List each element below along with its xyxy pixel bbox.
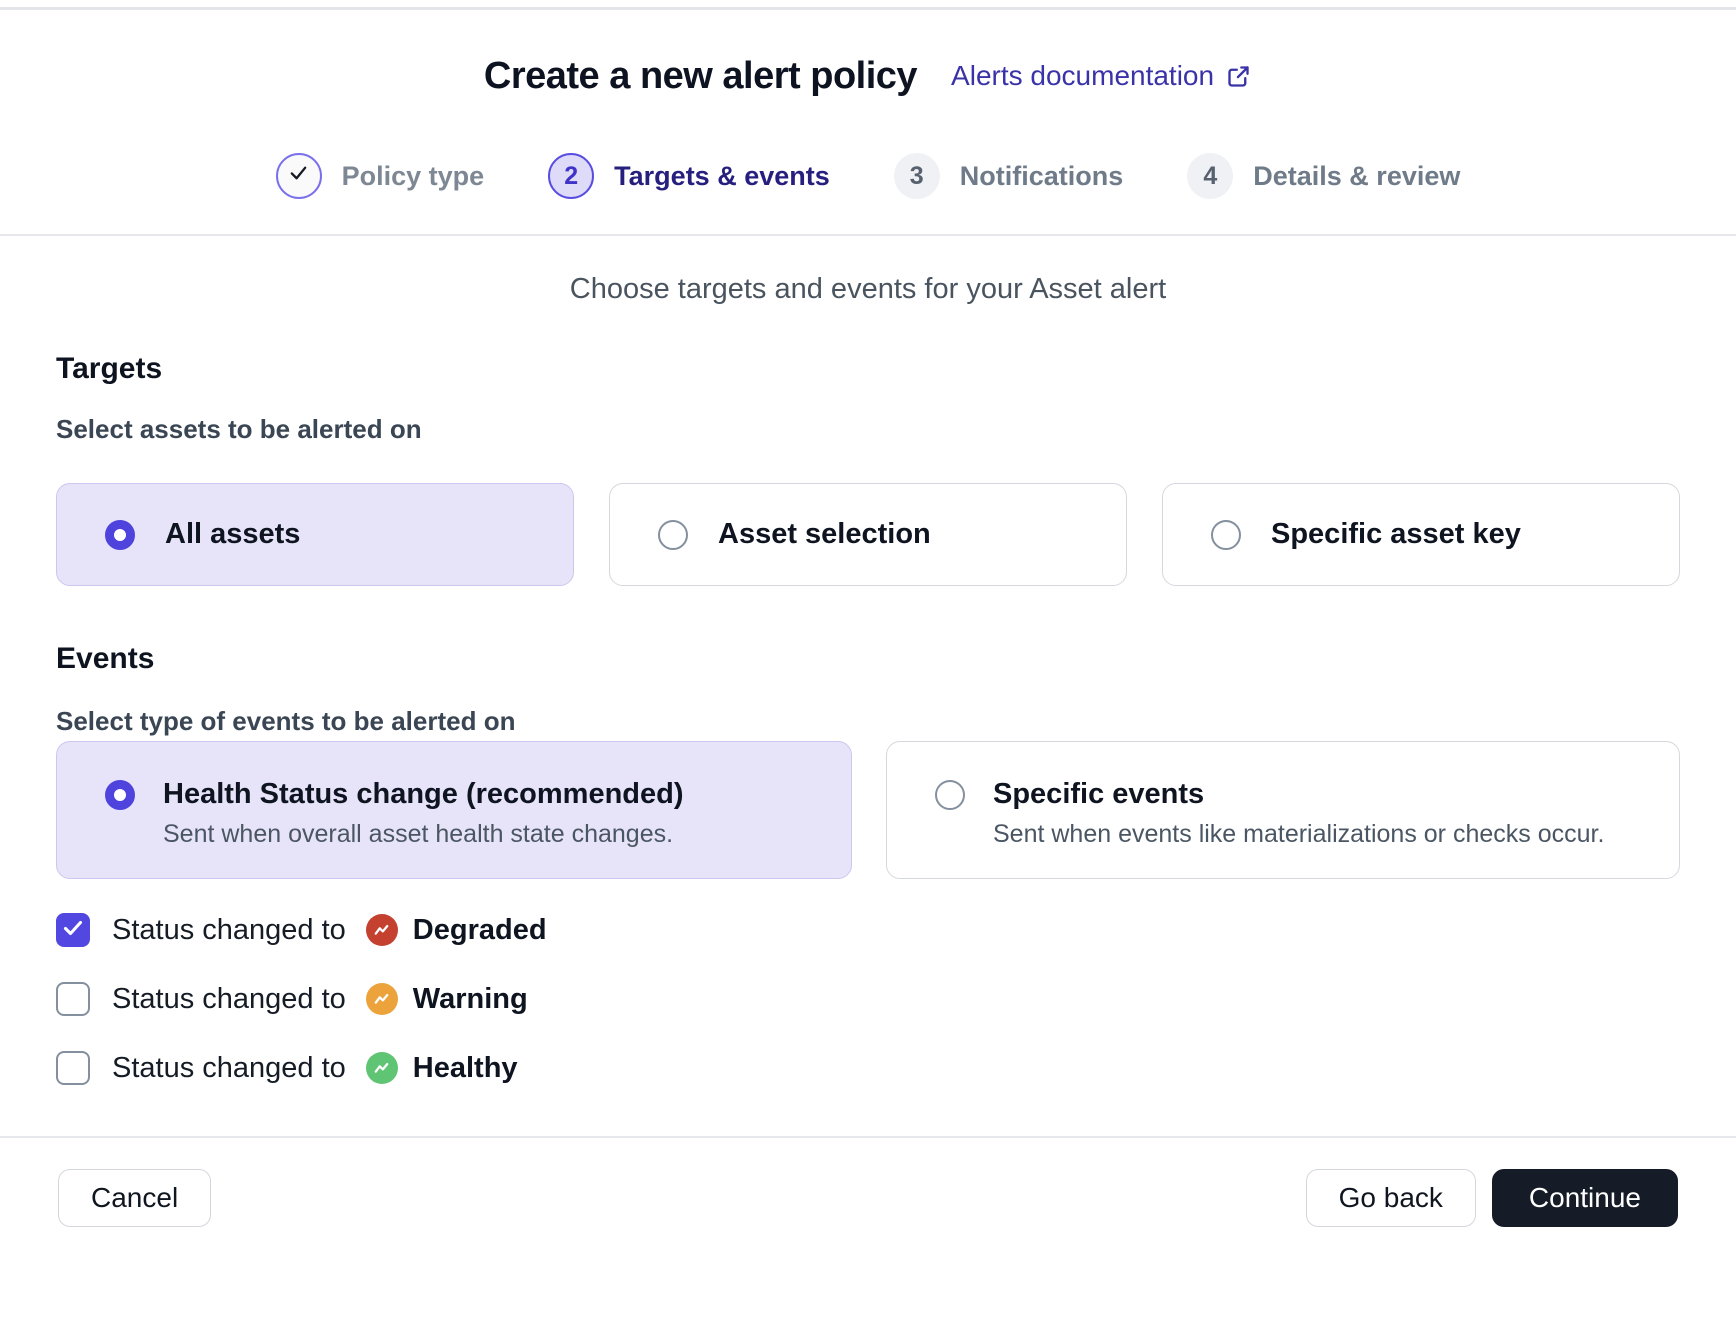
target-option-specific-asset-key[interactable]: Specific asset key bbox=[1162, 483, 1680, 586]
status-checkbox-row-warning: Status changed to Warning bbox=[56, 979, 1680, 1019]
status-checkbox-row-degraded: Status changed to Degraded bbox=[56, 910, 1680, 950]
status-label-healthy: Healthy bbox=[412, 1051, 518, 1084]
step-label-targets-events: Targets & events bbox=[614, 160, 830, 191]
events-section-heading: Events bbox=[56, 642, 155, 675]
footer-right-buttons: Go back Continue bbox=[1305, 1169, 1678, 1227]
step-complete-indicator bbox=[275, 153, 322, 199]
status-checkbox-row-healthy: Status changed to Healthy bbox=[56, 1048, 1680, 1088]
target-options-row: All assets Asset selection Specific asse… bbox=[56, 483, 1680, 586]
status-degraded-icon bbox=[365, 914, 398, 946]
status-label-warning: Warning bbox=[412, 982, 528, 1015]
step-label-policy-type: Policy type bbox=[341, 160, 485, 191]
step-subtitle: Choose targets and events for your Asset… bbox=[569, 273, 1167, 305]
page-title: Create a new alert policy bbox=[483, 54, 918, 97]
step-number-4: 4 bbox=[1187, 153, 1234, 199]
footer-divider bbox=[0, 1136, 1736, 1138]
status-healthy-icon bbox=[365, 1052, 398, 1084]
event-option-title: Health Status change (recommended) bbox=[163, 778, 684, 810]
step-number-2: 2 bbox=[548, 153, 595, 199]
event-option-text: Specific events Sent when events like ma… bbox=[993, 778, 1604, 849]
status-changed-text: Status changed to bbox=[112, 982, 346, 1015]
radio-unselected-icon[interactable] bbox=[935, 780, 965, 810]
events-select-label: Select type of events to be alerted on bbox=[56, 705, 516, 736]
status-changed-text: Status changed to bbox=[112, 1051, 346, 1084]
target-option-label: Specific asset key bbox=[1271, 518, 1521, 550]
event-option-specific-events[interactable]: Specific events Sent when events like ma… bbox=[886, 741, 1680, 879]
alerts-documentation-link[interactable]: Alerts documentation bbox=[951, 60, 1252, 92]
checkmark-icon bbox=[61, 916, 85, 945]
targets-section-heading: Targets bbox=[56, 352, 163, 385]
targets-select-label: Select assets to be alerted on bbox=[56, 413, 422, 444]
event-option-text: Health Status change (recommended) Sent … bbox=[163, 778, 684, 849]
radio-unselected-icon[interactable] bbox=[658, 519, 688, 550]
status-warning-icon bbox=[365, 983, 398, 1015]
dialog-top-border bbox=[0, 0, 1736, 10]
step-item-targets-events[interactable]: 2 Targets & events bbox=[548, 153, 830, 199]
external-link-icon bbox=[1225, 63, 1252, 90]
radio-unselected-icon[interactable] bbox=[1211, 519, 1241, 550]
go-back-button[interactable]: Go back bbox=[1305, 1169, 1476, 1227]
wizard-stepper: Policy type 2 Targets & events 3 Notific… bbox=[0, 153, 1736, 199]
step-item-policy-type[interactable]: Policy type bbox=[275, 153, 485, 199]
cancel-button[interactable]: Cancel bbox=[58, 1169, 212, 1227]
step-label-details-review: Details & review bbox=[1253, 160, 1461, 191]
wizard-content: Targets Select assets to be alerted on A… bbox=[0, 352, 1736, 1088]
event-option-title: Specific events bbox=[993, 778, 1205, 810]
target-option-all-assets[interactable]: All assets bbox=[56, 483, 574, 586]
alerts-documentation-link-label: Alerts documentation bbox=[951, 60, 1215, 91]
step-number-3: 3 bbox=[893, 153, 940, 199]
wizard-footer: Cancel Go back Continue bbox=[0, 1169, 1736, 1227]
status-changed-text: Status changed to bbox=[112, 913, 346, 946]
dialog-header: Create a new alert policy Alerts documen… bbox=[0, 52, 1736, 100]
radio-selected-icon[interactable] bbox=[105, 780, 135, 810]
target-option-label: Asset selection bbox=[718, 518, 931, 550]
header-divider bbox=[0, 234, 1736, 236]
step-item-details-review[interactable]: 4 Details & review bbox=[1187, 153, 1460, 199]
radio-selected-icon[interactable] bbox=[105, 519, 135, 550]
check-icon bbox=[287, 161, 310, 191]
target-option-asset-selection[interactable]: Asset selection bbox=[609, 483, 1127, 586]
degraded-checkbox[interactable] bbox=[56, 913, 90, 947]
step-label-notifications: Notifications bbox=[959, 160, 1124, 191]
healthy-checkbox[interactable] bbox=[56, 1051, 90, 1085]
status-label-degraded: Degraded bbox=[412, 913, 547, 946]
warning-checkbox[interactable] bbox=[56, 982, 90, 1016]
continue-button[interactable]: Continue bbox=[1491, 1169, 1678, 1227]
event-option-description: Sent when overall asset health state cha… bbox=[163, 820, 674, 848]
event-option-description: Sent when events like materializations o… bbox=[993, 820, 1605, 848]
step-item-notifications[interactable]: 3 Notifications bbox=[893, 153, 1124, 199]
event-option-health-status-change[interactable]: Health Status change (recommended) Sent … bbox=[56, 741, 852, 879]
event-options-row: Health Status change (recommended) Sent … bbox=[56, 741, 1680, 879]
target-option-label: All assets bbox=[165, 518, 301, 550]
